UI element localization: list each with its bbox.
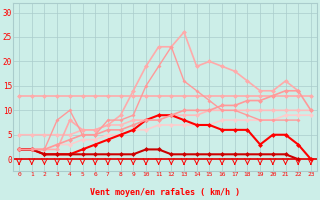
X-axis label: Vent moyen/en rafales ( km/h ): Vent moyen/en rafales ( km/h ): [90, 188, 240, 197]
